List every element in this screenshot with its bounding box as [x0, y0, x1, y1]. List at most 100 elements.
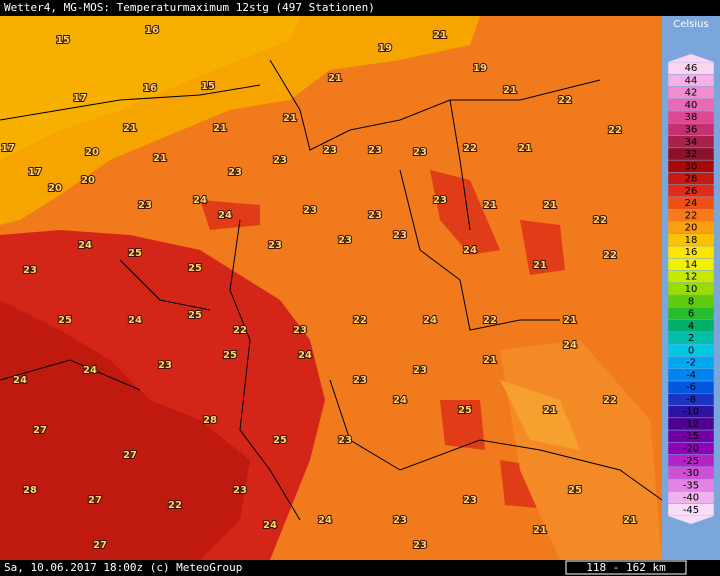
legend-label: 16 [685, 247, 698, 258]
station-value: 23 [368, 210, 382, 221]
legend-label: 4 [688, 321, 694, 332]
legend-label: -10 [683, 407, 699, 418]
station-value: 24 [13, 375, 27, 386]
station-value: 15 [56, 35, 70, 46]
station-value: 21 [623, 515, 637, 526]
station-value: 23 [138, 200, 152, 211]
legend-label: 22 [685, 210, 698, 221]
legend-label: 34 [685, 137, 698, 148]
station-value: 21 [543, 200, 557, 211]
legend-label: -15 [683, 431, 699, 442]
station-value: 23 [338, 435, 352, 446]
legend-label: -45 [683, 505, 699, 516]
hot-zone-core [0, 300, 250, 560]
station-value: 23 [273, 155, 287, 166]
legend-label: 44 [685, 75, 698, 86]
station-value: 21 [518, 143, 532, 154]
legend-arrow [668, 54, 714, 62]
warm-patch [430, 170, 500, 255]
station-value: 23 [393, 515, 407, 526]
station-value: 23 [463, 495, 477, 506]
station-value: 20 [81, 175, 95, 186]
station-value: 22 [233, 325, 247, 336]
station-value: 23 [268, 240, 282, 251]
station-value: 21 [123, 123, 137, 134]
legend-label: 10 [685, 284, 698, 295]
legend-label: -6 [686, 382, 696, 393]
station-value: 23 [338, 235, 352, 246]
station-value: 23 [413, 147, 427, 158]
station-value: 21 [533, 260, 547, 271]
station-value: 25 [568, 485, 582, 496]
station-value: 17 [1, 143, 15, 154]
legend-arrow [668, 516, 714, 524]
warm-patch [200, 200, 260, 230]
station-value: 16 [145, 25, 159, 36]
station-value: 21 [283, 113, 297, 124]
station-value: 23 [233, 485, 247, 496]
station-value: 23 [158, 360, 172, 371]
legend-label: 26 [685, 186, 698, 197]
station-value: 28 [203, 415, 217, 426]
station-value: 21 [503, 85, 517, 96]
station-value: 24 [563, 340, 577, 351]
footer-text: Sa, 10.06.2017 18:00z (c) MeteoGroup [4, 561, 242, 574]
station-value: 23 [293, 325, 307, 336]
legend-label: -20 [683, 444, 699, 455]
station-value: 27 [33, 425, 47, 436]
legend-label: 30 [685, 161, 698, 172]
station-value: 27 [88, 495, 102, 506]
legend-label: 20 [685, 223, 698, 234]
header-title: Wetter4, MG-MOS: Temperaturmaximum 12stg… [4, 1, 375, 14]
station-value: 22 [603, 395, 617, 406]
station-value: 21 [483, 355, 497, 366]
station-value: 24 [83, 365, 97, 376]
legend-label: -4 [686, 370, 696, 381]
station-value: 25 [128, 248, 142, 259]
station-value: 21 [483, 200, 497, 211]
station-value: 24 [393, 395, 407, 406]
station-value: 21 [213, 123, 227, 134]
header-bar [0, 0, 720, 16]
station-value: 23 [368, 145, 382, 156]
station-value: 24 [423, 315, 437, 326]
station-value: 22 [558, 95, 572, 106]
legend-label: -30 [683, 468, 699, 479]
station-value: 22 [168, 500, 182, 511]
legend-label: -35 [683, 480, 699, 491]
station-value: 24 [298, 350, 312, 361]
station-value: 22 [603, 250, 617, 261]
legend-label: 40 [685, 100, 698, 111]
station-value: 19 [378, 43, 392, 54]
station-value: 21 [533, 525, 547, 536]
station-value: 23 [303, 205, 317, 216]
border-line [0, 59, 663, 521]
station-value: 23 [393, 230, 407, 241]
station-value: 24 [218, 210, 232, 221]
legend-label: 32 [685, 149, 698, 160]
legend-label: 18 [685, 235, 698, 246]
legend-label: 46 [685, 63, 698, 74]
station-value: 17 [28, 167, 42, 178]
station-value: 25 [458, 405, 472, 416]
station-value: 23 [413, 540, 427, 551]
legend-label: -12 [683, 419, 699, 430]
station-value: 25 [58, 315, 72, 326]
legend-label: -40 [683, 493, 699, 504]
station-value: 21 [433, 30, 447, 41]
station-value: 25 [188, 310, 202, 321]
station-value: 23 [228, 167, 242, 178]
station-value: 19 [473, 63, 487, 74]
legend-label: 8 [688, 296, 694, 307]
station-value: 21 [328, 73, 342, 84]
legend-label: 24 [685, 198, 698, 209]
station-value: 17 [73, 93, 87, 104]
station-value: 24 [78, 240, 92, 251]
station-value: 25 [273, 435, 287, 446]
station-value: 16 [143, 83, 157, 94]
warm-patch [520, 220, 565, 275]
station-value: 21 [563, 315, 577, 326]
station-value: 25 [223, 350, 237, 361]
station-value: 23 [433, 195, 447, 206]
